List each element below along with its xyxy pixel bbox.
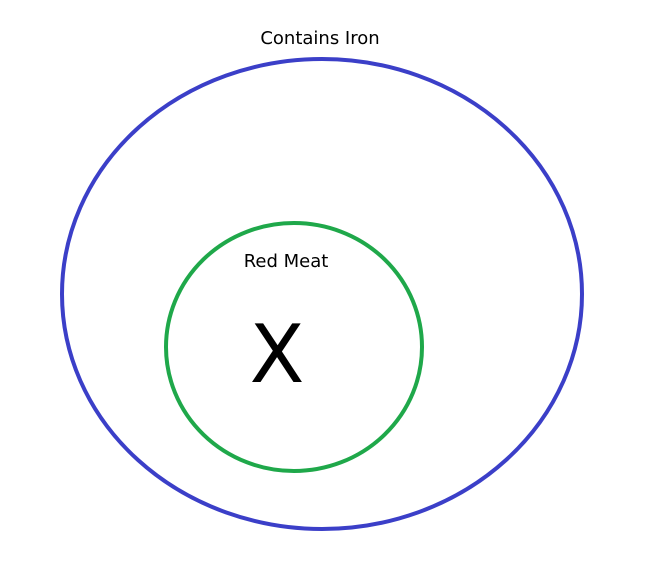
outer-set-label: Contains Iron — [260, 28, 380, 49]
inner-set-circle — [164, 221, 424, 473]
outer-set-circle — [60, 57, 584, 531]
inner-set-label: Red Meat — [243, 251, 329, 272]
x-marker: X — [249, 308, 305, 401]
